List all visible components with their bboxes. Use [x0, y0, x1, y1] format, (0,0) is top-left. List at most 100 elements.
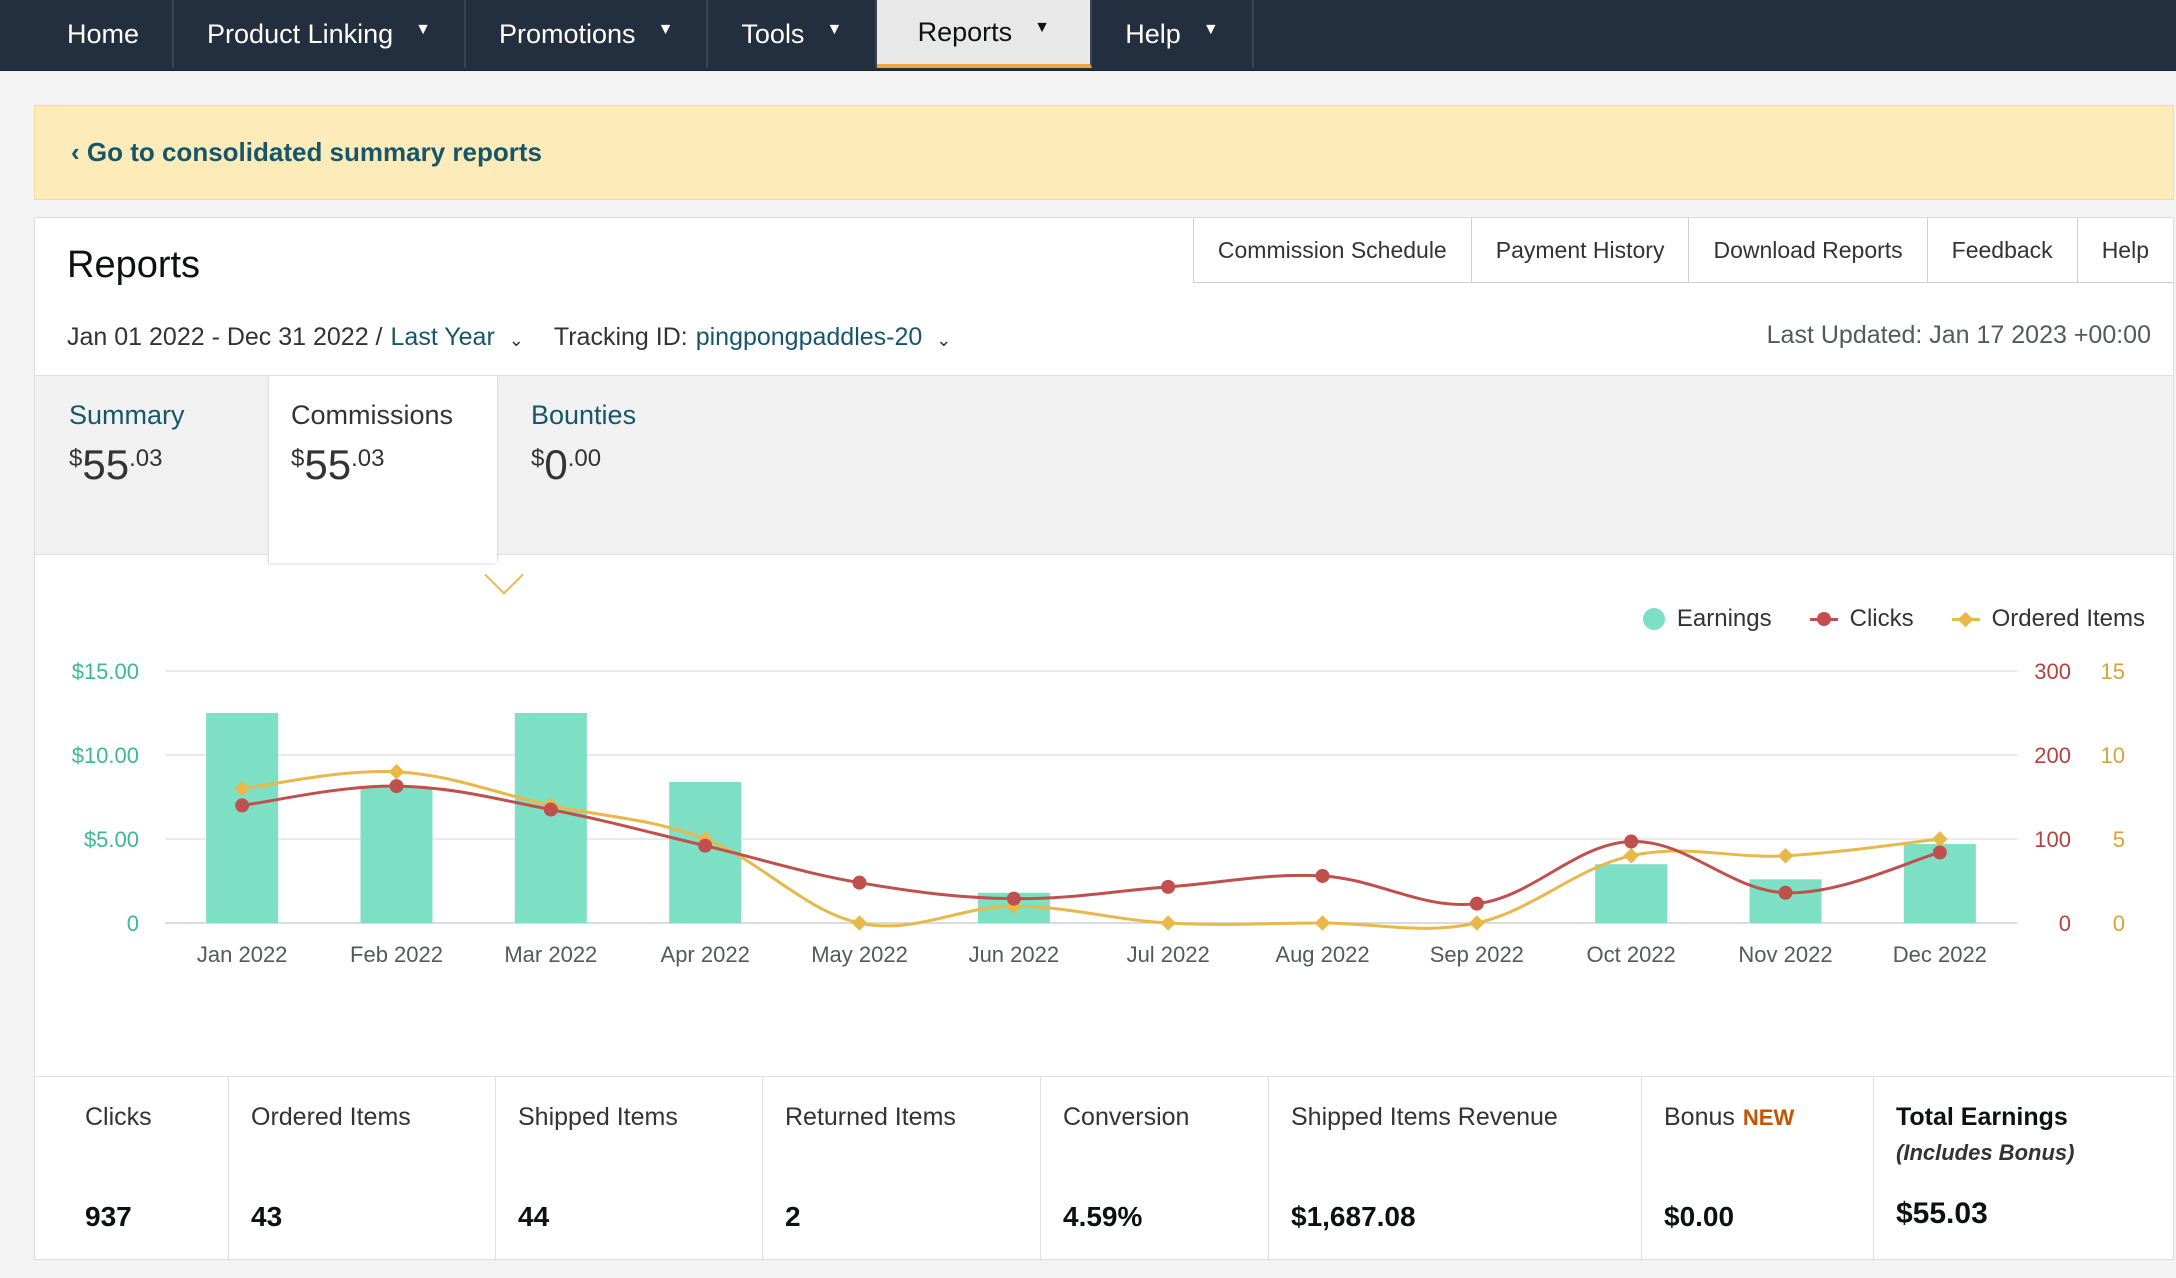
ordered-items-line [242, 769, 1940, 930]
caret-down-icon: ▼ [1034, 19, 1050, 36]
earnings-bar [1595, 864, 1668, 923]
x-tick-label: Nov 2022 [1738, 942, 1832, 967]
circle-icon [1642, 608, 1665, 630]
download-reports-tab[interactable]: Download Reports [1689, 218, 1928, 282]
caret-down-icon: ▼ [657, 21, 674, 38]
x-tick-label: Aug 2022 [1275, 942, 1369, 967]
consolidated-summary-link[interactable]: ‹ Go to consolidated summary reports [71, 137, 542, 167]
clicks-point [1161, 879, 1176, 894]
x-tick-label: Apr 2022 [661, 942, 750, 967]
stat-ordered-items: Ordered Items 43 [229, 1077, 496, 1261]
x-tick-label: May 2022 [811, 942, 908, 967]
consolidated-banner: ‹ Go to consolidated summary reports [34, 105, 2174, 200]
nav-tools[interactable]: Tools ▼ [708, 0, 878, 68]
x-tick-label: Jan 2022 [197, 942, 288, 967]
y-left-tick-label: $10.00 [72, 743, 139, 768]
tab-amount: $55.03 [291, 441, 385, 488]
last-updated: Last Updated: Jan 17 2023 +00:00 [1766, 321, 2151, 349]
y-right-items-tick-label: 10 [2101, 743, 2125, 768]
feedback-tab[interactable]: Feedback [1928, 218, 2078, 282]
nav-label: Reports [917, 16, 1013, 47]
y-right-clicks-tick-label: 100 [2034, 827, 2071, 852]
nav-help[interactable]: Help ▼ [1092, 0, 1254, 68]
y-right-clicks-tick-label: 200 [2034, 743, 2071, 768]
stat-clicks: Clicks 937 [35, 1077, 229, 1261]
y-right-clicks-tick-label: 0 [2059, 911, 2071, 936]
nav-promotions[interactable]: Promotions ▼ [466, 0, 709, 68]
clicks-point [543, 802, 558, 817]
x-tick-label: Oct 2022 [1587, 942, 1676, 967]
stat-bonus: Bonus NEW $0.00 [1642, 1077, 1874, 1261]
stat-value: $0.00 [1664, 1201, 1735, 1232]
x-tick-label: Mar 2022 [504, 942, 597, 967]
stat-returned-items: Returned Items 2 [763, 1077, 1041, 1261]
chart-legend: Earnings Clicks Ordered Items [1605, 605, 2145, 633]
ordered-items-point [1314, 915, 1331, 931]
legend-ordered-items[interactable]: Ordered Items [1951, 605, 2145, 633]
y-left-tick-label: $5.00 [84, 827, 139, 852]
ordered-items-point [1932, 831, 1948, 847]
page-title: Reports [67, 244, 201, 286]
tab-summary[interactable]: Summary $55.03 [35, 376, 269, 554]
nav-reports[interactable]: Reports ▼ [877, 0, 1093, 68]
stat-value: $55.03 [1896, 1197, 1988, 1230]
stat-label: Conversion [1063, 1103, 1190, 1131]
chevron-down-icon[interactable]: ⌄ [936, 330, 952, 350]
stat-value: 44 [518, 1201, 550, 1232]
stat-conversion: Conversion 4.59% [1041, 1077, 1269, 1261]
stat-label: Shipped Items [518, 1103, 678, 1131]
ordered-items-point [388, 764, 405, 780]
nav-label: Product Linking [207, 18, 394, 49]
stat-shipped-items: Shipped Items 44 [496, 1077, 763, 1261]
report-filters: Jan 01 2022 - Dec 31 2022 / Last Year ⌄ … [67, 323, 981, 352]
stat-value: 43 [251, 1201, 283, 1232]
clicks-point [389, 779, 404, 794]
stat-shipped-revenue: Shipped Items Revenue $1,687.08 [1269, 1077, 1642, 1261]
help-tab[interactable]: Help [2101, 236, 2149, 263]
caret-down-icon: ▼ [826, 21, 843, 38]
x-tick-label: Dec 2022 [1893, 942, 1987, 967]
y-right-items-tick-label: 15 [2101, 659, 2125, 684]
y-right-items-tick-label: 5 [2113, 827, 2125, 852]
line-diamond-icon [1951, 608, 1980, 630]
tab-bounties[interactable]: Bounties $0.00 [498, 376, 732, 554]
stat-total-earnings: Total Earnings (Includes Bonus) $55.03 [1874, 1077, 2173, 1261]
stat-value: $1,687.08 [1291, 1201, 1416, 1232]
new-badge: NEW [1742, 1105, 1795, 1130]
stat-sublabel: (Includes Bonus) [1896, 1140, 2075, 1165]
clicks-point [235, 798, 250, 813]
clicks-point [1932, 845, 1947, 860]
nav-label: Help [1125, 18, 1181, 49]
legend-clicks[interactable]: Clicks [1809, 605, 1914, 633]
y-right-clicks-tick-label: 300 [2034, 659, 2071, 684]
x-tick-label: Jun 2022 [969, 942, 1060, 967]
payment-history-tab[interactable]: Payment History [1472, 218, 1690, 282]
period-dropdown[interactable]: Last Year [390, 323, 495, 351]
reports-card: Reports Commission Schedule Payment Hist… [34, 217, 2174, 1261]
clicks-point [1778, 885, 1793, 900]
clicks-point [1624, 834, 1639, 849]
nav-home[interactable]: Home [34, 0, 175, 68]
tab-commissions[interactable]: Commissions $55.03 [268, 376, 498, 563]
earnings-chart: 0 0 0 $5.00 100 5 $10.00 200 10 $15.00 300 15 Jan 20… [35, 563, 2173, 1083]
tracking-label: Tracking ID: [553, 323, 688, 351]
stat-value: 937 [85, 1201, 132, 1232]
tab-amount: $0.00 [531, 441, 602, 488]
top-nav: Home Product Linking ▼ Promotions ▼ Tool… [0, 0, 2176, 71]
y-right-items-tick-label: 0 [2113, 911, 2125, 936]
legend-earnings[interactable]: Earnings [1642, 605, 1772, 633]
stat-label: Bonus NEW [1664, 1103, 1795, 1131]
commission-schedule-tab[interactable]: Commission Schedule [1194, 218, 1472, 282]
ordered-items-point [1777, 848, 1794, 864]
x-tick-label: Feb 2022 [350, 942, 443, 967]
stat-label: Clicks [85, 1103, 152, 1131]
nav-product-linking[interactable]: Product Linking ▼ [174, 0, 466, 68]
tracking-id-dropdown[interactable]: pingpongpaddles-20 [695, 323, 923, 351]
clicks-point [852, 875, 867, 890]
report-tool-tabs: Commission Schedule Payment History Down… [1192, 218, 2173, 283]
earnings-bar [514, 713, 587, 923]
nav-label: Tools [741, 18, 805, 49]
x-tick-label: Sep 2022 [1430, 942, 1524, 967]
chevron-down-icon[interactable]: ⌄ [508, 330, 524, 350]
line-circle-icon [1809, 608, 1838, 630]
